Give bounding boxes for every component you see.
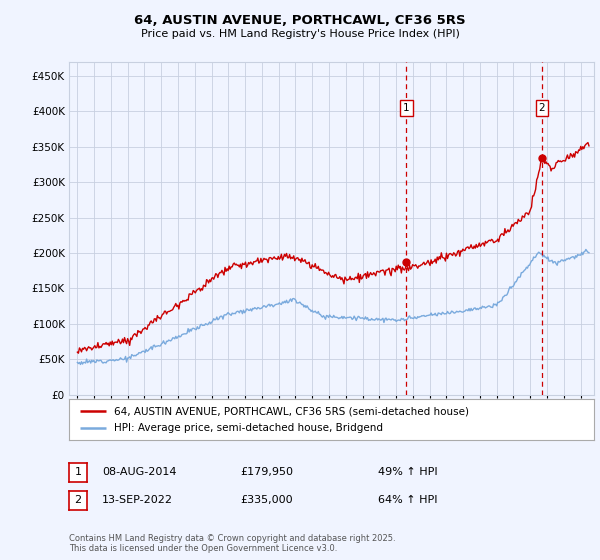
Text: HPI: Average price, semi-detached house, Bridgend: HPI: Average price, semi-detached house,… bbox=[113, 423, 383, 433]
Text: 2: 2 bbox=[74, 495, 82, 505]
Text: Contains HM Land Registry data © Crown copyright and database right 2025.
This d: Contains HM Land Registry data © Crown c… bbox=[69, 534, 395, 553]
Text: 64, AUSTIN AVENUE, PORTHCAWL, CF36 5RS: 64, AUSTIN AVENUE, PORTHCAWL, CF36 5RS bbox=[134, 14, 466, 27]
Text: 49% ↑ HPI: 49% ↑ HPI bbox=[378, 466, 437, 477]
Text: 1: 1 bbox=[74, 467, 82, 477]
Text: 64, AUSTIN AVENUE, PORTHCAWL, CF36 5RS (semi-detached house): 64, AUSTIN AVENUE, PORTHCAWL, CF36 5RS (… bbox=[113, 407, 469, 417]
Text: 08-AUG-2014: 08-AUG-2014 bbox=[102, 466, 176, 477]
Text: 2: 2 bbox=[539, 103, 545, 113]
Text: Price paid vs. HM Land Registry's House Price Index (HPI): Price paid vs. HM Land Registry's House … bbox=[140, 29, 460, 39]
Text: 64% ↑ HPI: 64% ↑ HPI bbox=[378, 494, 437, 505]
Text: £179,950: £179,950 bbox=[240, 466, 293, 477]
Text: 13-SEP-2022: 13-SEP-2022 bbox=[102, 494, 173, 505]
Text: £335,000: £335,000 bbox=[240, 494, 293, 505]
Text: 1: 1 bbox=[403, 103, 409, 113]
